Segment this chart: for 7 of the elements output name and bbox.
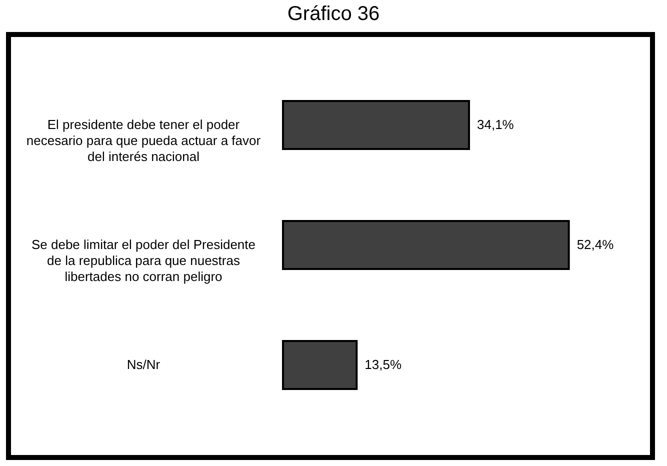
y-tick-label: El presidente debe tener el poder necesario para que pueda actuar a favor del interés nacional (26, 117, 262, 164)
y-tick-label: Se debe limitar el poder del Presidente de la republica para que nuestras libertades no corran peligro (31, 237, 256, 284)
y-tick-label: Ns/Nr (126, 357, 161, 372)
chart-title: Gráfico 36 (286, 2, 381, 27)
data-label: 52,4% (576, 237, 614, 252)
data-label: 34,1% (477, 117, 514, 132)
data-label: 13,5% (364, 357, 402, 372)
